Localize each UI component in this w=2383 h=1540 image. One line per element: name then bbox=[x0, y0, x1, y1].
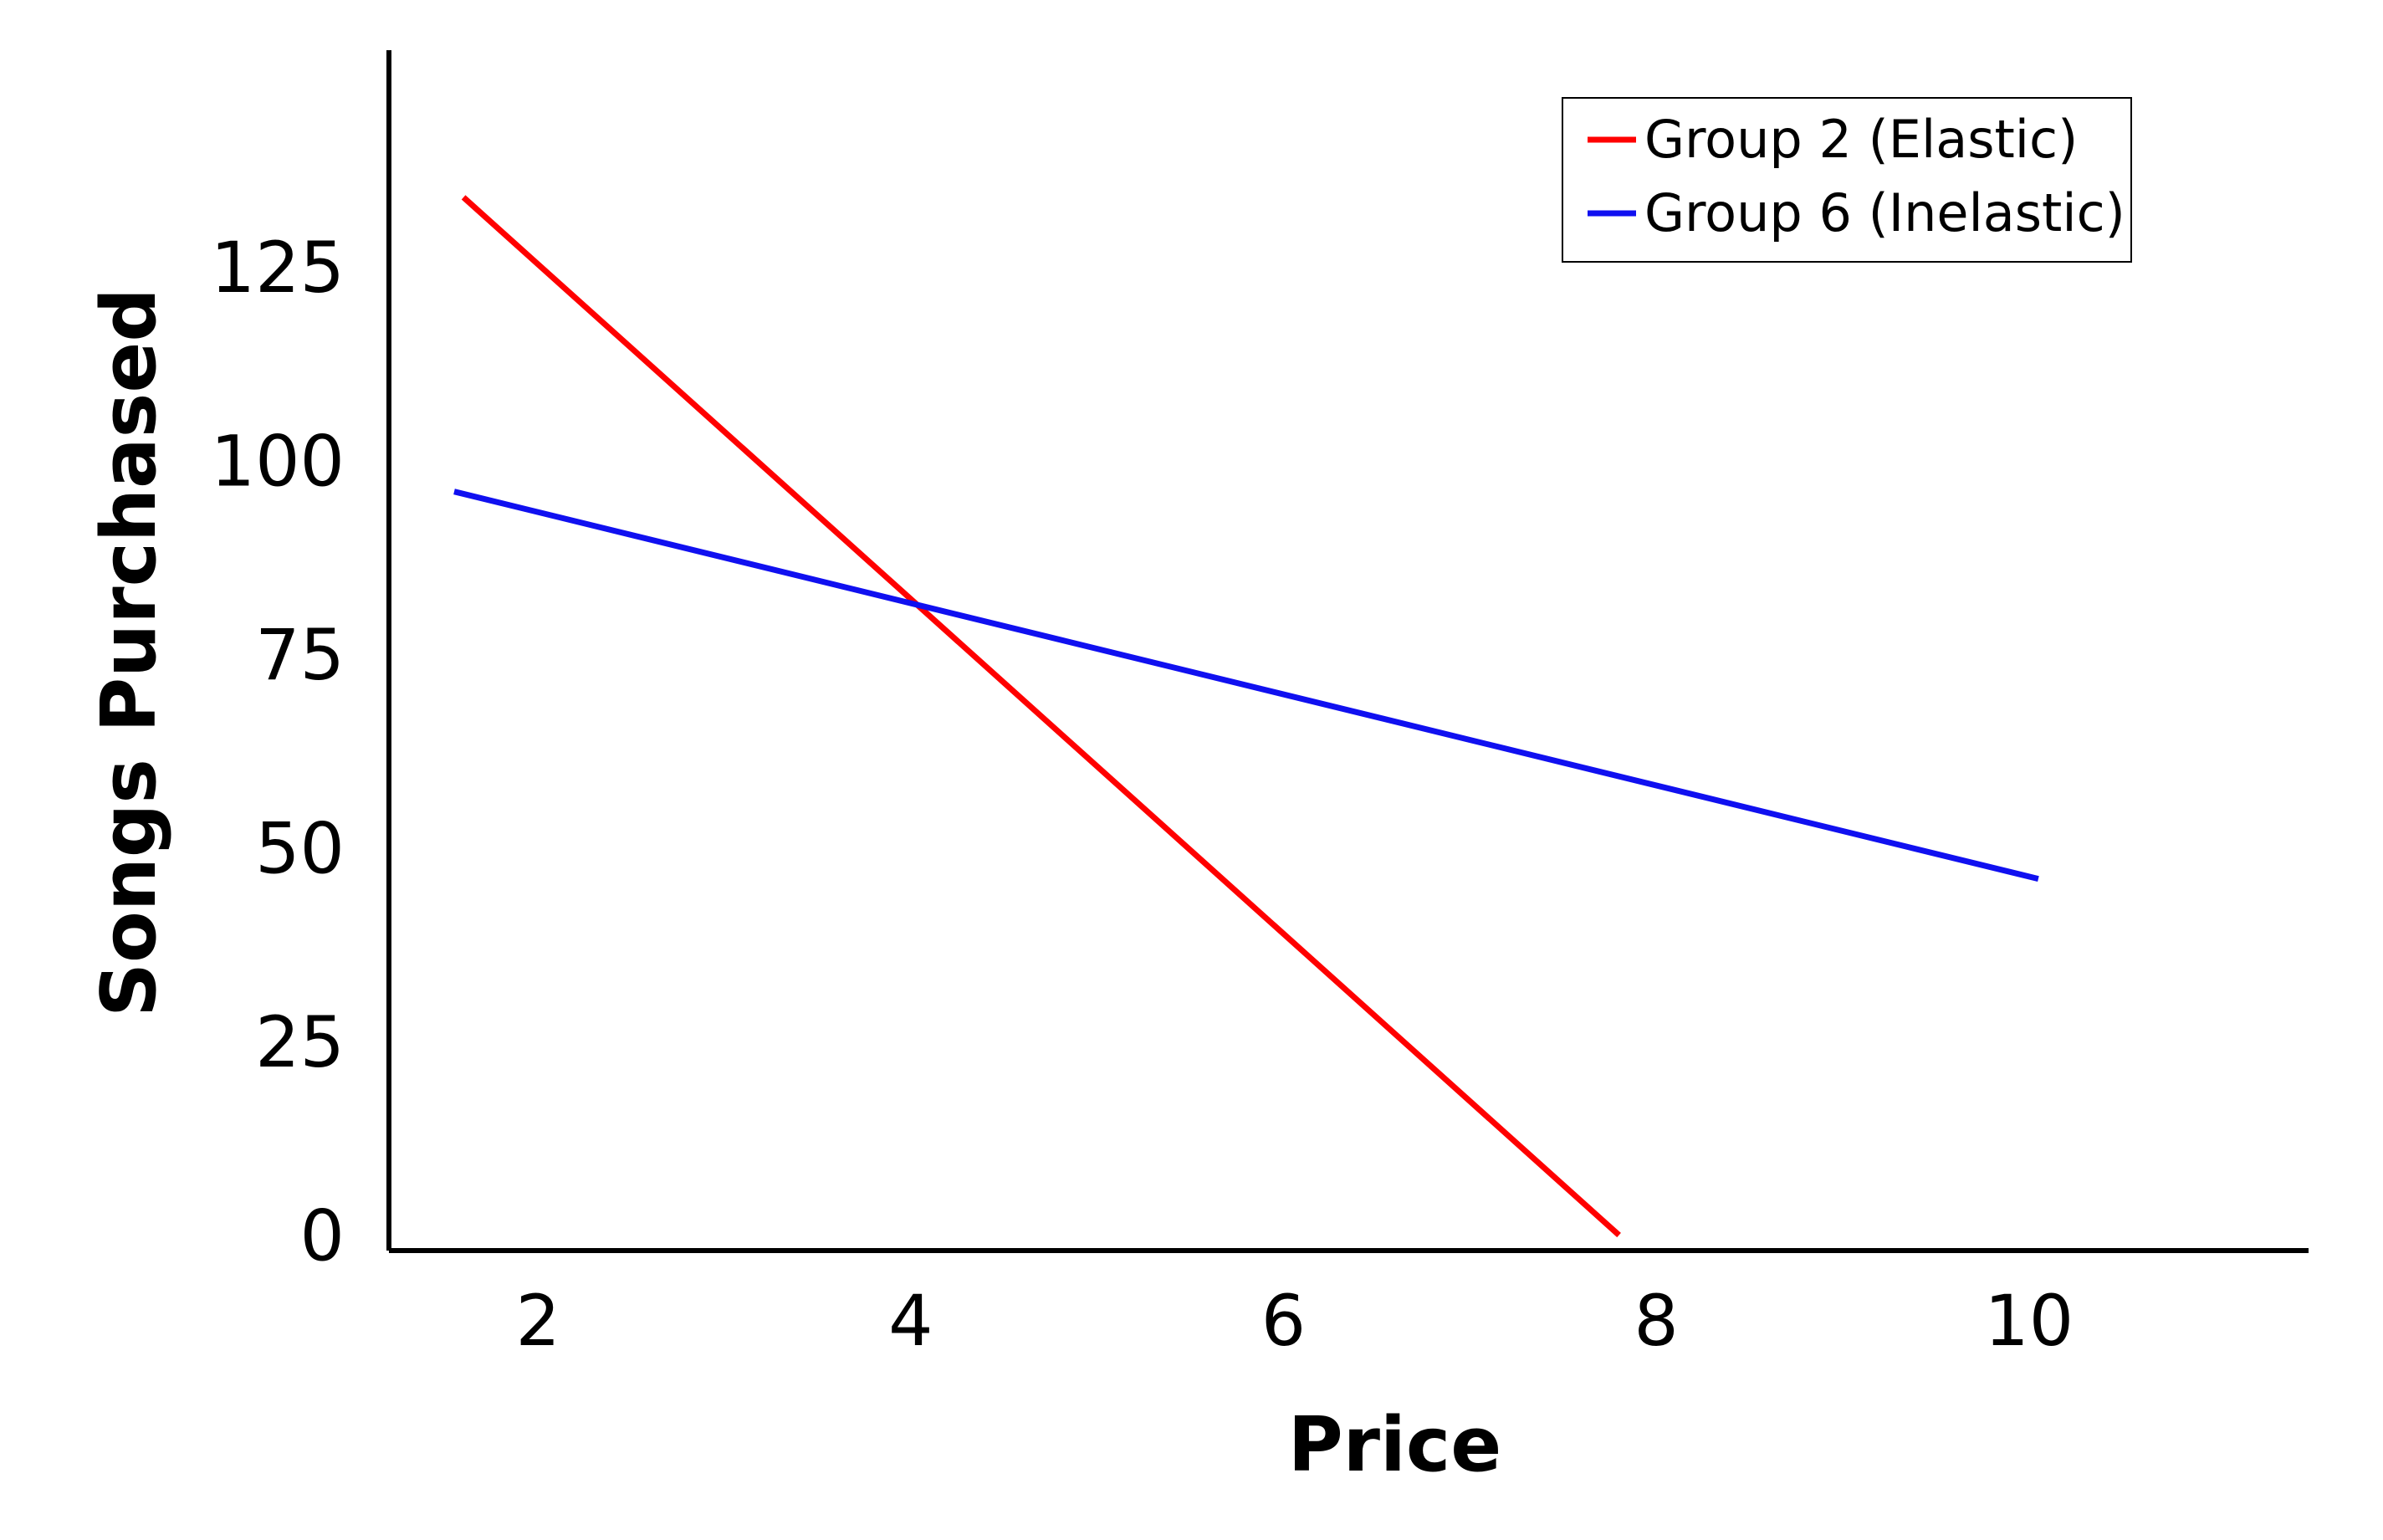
y-tick-label: 75 bbox=[255, 614, 345, 696]
y-axis-title: Songs Purchased bbox=[85, 288, 173, 1017]
legend: Group 2 (Elastic) Group 6 (Inelastic) bbox=[1562, 97, 2132, 263]
y-tick-labels: 0 25 50 75 100 125 bbox=[211, 227, 345, 1277]
x-axis-title: Price bbox=[1288, 1401, 1502, 1489]
x-tick-label: 2 bbox=[516, 1280, 560, 1362]
x-tick-label: 8 bbox=[1634, 1280, 1678, 1362]
x-tick-label: 6 bbox=[1261, 1280, 1306, 1362]
y-tick-label: 50 bbox=[255, 808, 345, 890]
x-tick-labels: 2 4 6 8 10 bbox=[516, 1280, 2074, 1362]
x-tick-label: 10 bbox=[1984, 1280, 2074, 1362]
legend-label: Group 2 (Elastic) bbox=[1644, 109, 2078, 170]
series-line-2 bbox=[453, 489, 2039, 883]
y-tick-label: 0 bbox=[300, 1195, 345, 1277]
legend-label: Group 6 (Inelastic) bbox=[1644, 182, 2125, 243]
y-tick-label: 25 bbox=[255, 1001, 345, 1083]
y-tick-label: 125 bbox=[211, 227, 345, 309]
axes bbox=[386, 50, 2309, 1253]
legend-box bbox=[1562, 97, 2132, 263]
x-tick-label: 4 bbox=[888, 1280, 933, 1362]
series-lines bbox=[453, 195, 2039, 1238]
y-tick-label: 100 bbox=[211, 421, 345, 503]
series-line-1 bbox=[461, 195, 1621, 1238]
